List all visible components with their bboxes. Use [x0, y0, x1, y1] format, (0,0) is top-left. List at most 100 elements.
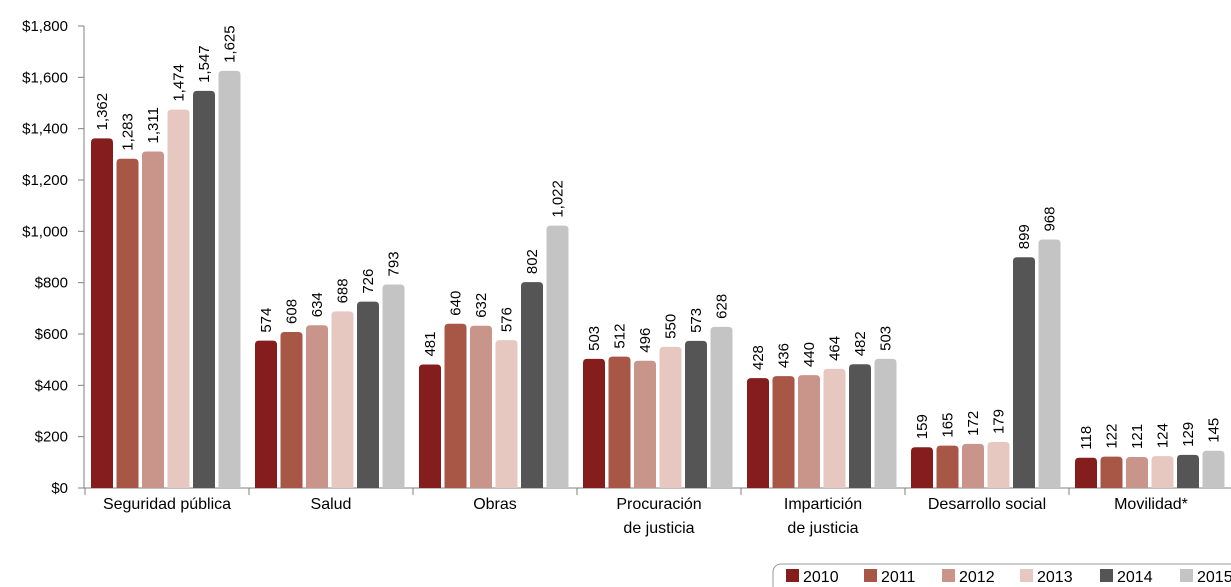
data-label: 1,022 [550, 180, 567, 218]
data-label: 503 [878, 326, 895, 351]
legend-label: 2015 [1197, 569, 1231, 586]
y-tick-label: $1,600 [22, 69, 68, 86]
y-tick-label: $1,800 [22, 18, 68, 35]
bar-2015 [1038, 239, 1061, 488]
bar-2015 [1202, 450, 1225, 488]
data-label: 503 [586, 326, 603, 351]
bars [91, 70, 1225, 489]
data-label: 1,311 [145, 107, 162, 143]
bar-2011 [608, 356, 631, 488]
data-label: 688 [335, 278, 352, 303]
bar-2010 [911, 447, 933, 488]
y-tick-label: $800 [35, 275, 68, 292]
data-label: 640 [448, 291, 465, 316]
data-label: 899 [1016, 224, 1033, 249]
data-label: 632 [473, 293, 490, 318]
legend-swatch-2010 [786, 569, 799, 582]
legend: 2010 2011 2012 2013 2014 2015 [772, 563, 1231, 587]
data-label: 436 [776, 343, 793, 368]
bar-2013 [1151, 456, 1174, 488]
y-tick-label: $0 [51, 480, 68, 497]
data-label: 481 [422, 332, 439, 357]
bar-2010 [255, 340, 277, 488]
y-tick-label: $200 [35, 429, 68, 446]
bar-2014 [685, 340, 707, 488]
data-label: 172 [965, 411, 982, 436]
category-label: Impartición de justicia [784, 496, 862, 537]
data-label: 496 [637, 328, 654, 353]
category-label: Movilidad* [1114, 496, 1188, 513]
data-label: 550 [663, 314, 680, 339]
data-label: 802 [524, 249, 541, 274]
bar-2012 [962, 443, 984, 488]
data-label: 464 [827, 336, 844, 361]
legend-swatch-2012 [942, 569, 955, 582]
x-axis: Seguridad pública Salud Obras Procuración de… [84, 487, 1231, 537]
bar-2015 [382, 284, 405, 488]
bar-2014 [521, 282, 543, 488]
data-label: 129 [1180, 422, 1197, 447]
data-label: 573 [688, 308, 705, 333]
data-label: 1,625 [222, 25, 239, 63]
y-tick-label: $400 [35, 377, 68, 394]
bar-2011 [280, 331, 303, 488]
data-label: 512 [612, 324, 629, 349]
data-label: 482 [852, 331, 869, 356]
legend-label: 2011 [881, 569, 916, 586]
bar-2010 [583, 358, 605, 488]
data-label: 145 [1206, 418, 1223, 443]
bar-2012 [470, 325, 492, 488]
data-label: 1,474 [171, 64, 188, 102]
bar-2015 [546, 225, 569, 489]
data-labels: 1,362 574 481 503 428 159 118 1,283 608 640 512 436… [94, 25, 1223, 449]
category-label: Salud [311, 496, 352, 513]
data-label: 634 [309, 292, 326, 317]
data-label: 1,283 [120, 113, 137, 151]
bar-2012 [142, 151, 164, 488]
data-label: 165 [940, 413, 957, 438]
bar-2012 [798, 375, 820, 488]
bar-2015 [710, 326, 733, 488]
bar-2013 [167, 109, 190, 488]
data-label: 428 [750, 345, 767, 370]
bar-2011 [444, 323, 467, 488]
category-label: Procuración de justicia [616, 496, 701, 537]
data-label: 118 [1078, 426, 1095, 450]
data-label: 122 [1104, 424, 1121, 449]
legend-label: 2014 [1117, 569, 1153, 586]
bar-2013 [823, 368, 846, 488]
category-label: Obras [473, 496, 517, 513]
bar-2011 [116, 158, 139, 489]
bar-2014 [193, 90, 215, 488]
bar-2010 [1075, 457, 1097, 488]
y-axis: $0 $200 $400 $600 $800 $1,000 $1,200 $1,400 $1,6… [22, 18, 85, 497]
y-tick-label: $1,000 [22, 223, 68, 240]
bar-2014 [849, 364, 871, 488]
data-label: 440 [801, 342, 818, 367]
y-tick-label: $600 [35, 326, 68, 343]
data-label: 576 [499, 307, 516, 332]
legend-swatch-2014 [1100, 569, 1113, 582]
bar-2015 [218, 70, 241, 489]
legend-label: 2012 [959, 569, 995, 586]
legend-swatch-2013 [1020, 569, 1033, 582]
data-label: 1,362 [94, 93, 111, 131]
bar-2011 [1100, 456, 1123, 488]
data-label: 793 [386, 251, 403, 276]
data-label: 121 [1129, 424, 1146, 449]
data-label: 726 [360, 269, 377, 294]
legend-swatch-2015 [1180, 569, 1193, 582]
legend-label: 2013 [1037, 569, 1073, 586]
bar-2014 [1177, 454, 1199, 488]
bar-2013 [331, 311, 354, 488]
bar-2015 [874, 358, 897, 488]
bar-2011 [936, 445, 959, 488]
legend-box [772, 563, 1231, 587]
data-label: 1,547 [196, 45, 213, 83]
y-tick-label: $1,400 [22, 121, 68, 138]
bar-2013 [659, 346, 682, 488]
data-label: 968 [1042, 207, 1059, 232]
data-label: 628 [714, 294, 731, 319]
category-label: Seguridad pública [103, 496, 231, 513]
